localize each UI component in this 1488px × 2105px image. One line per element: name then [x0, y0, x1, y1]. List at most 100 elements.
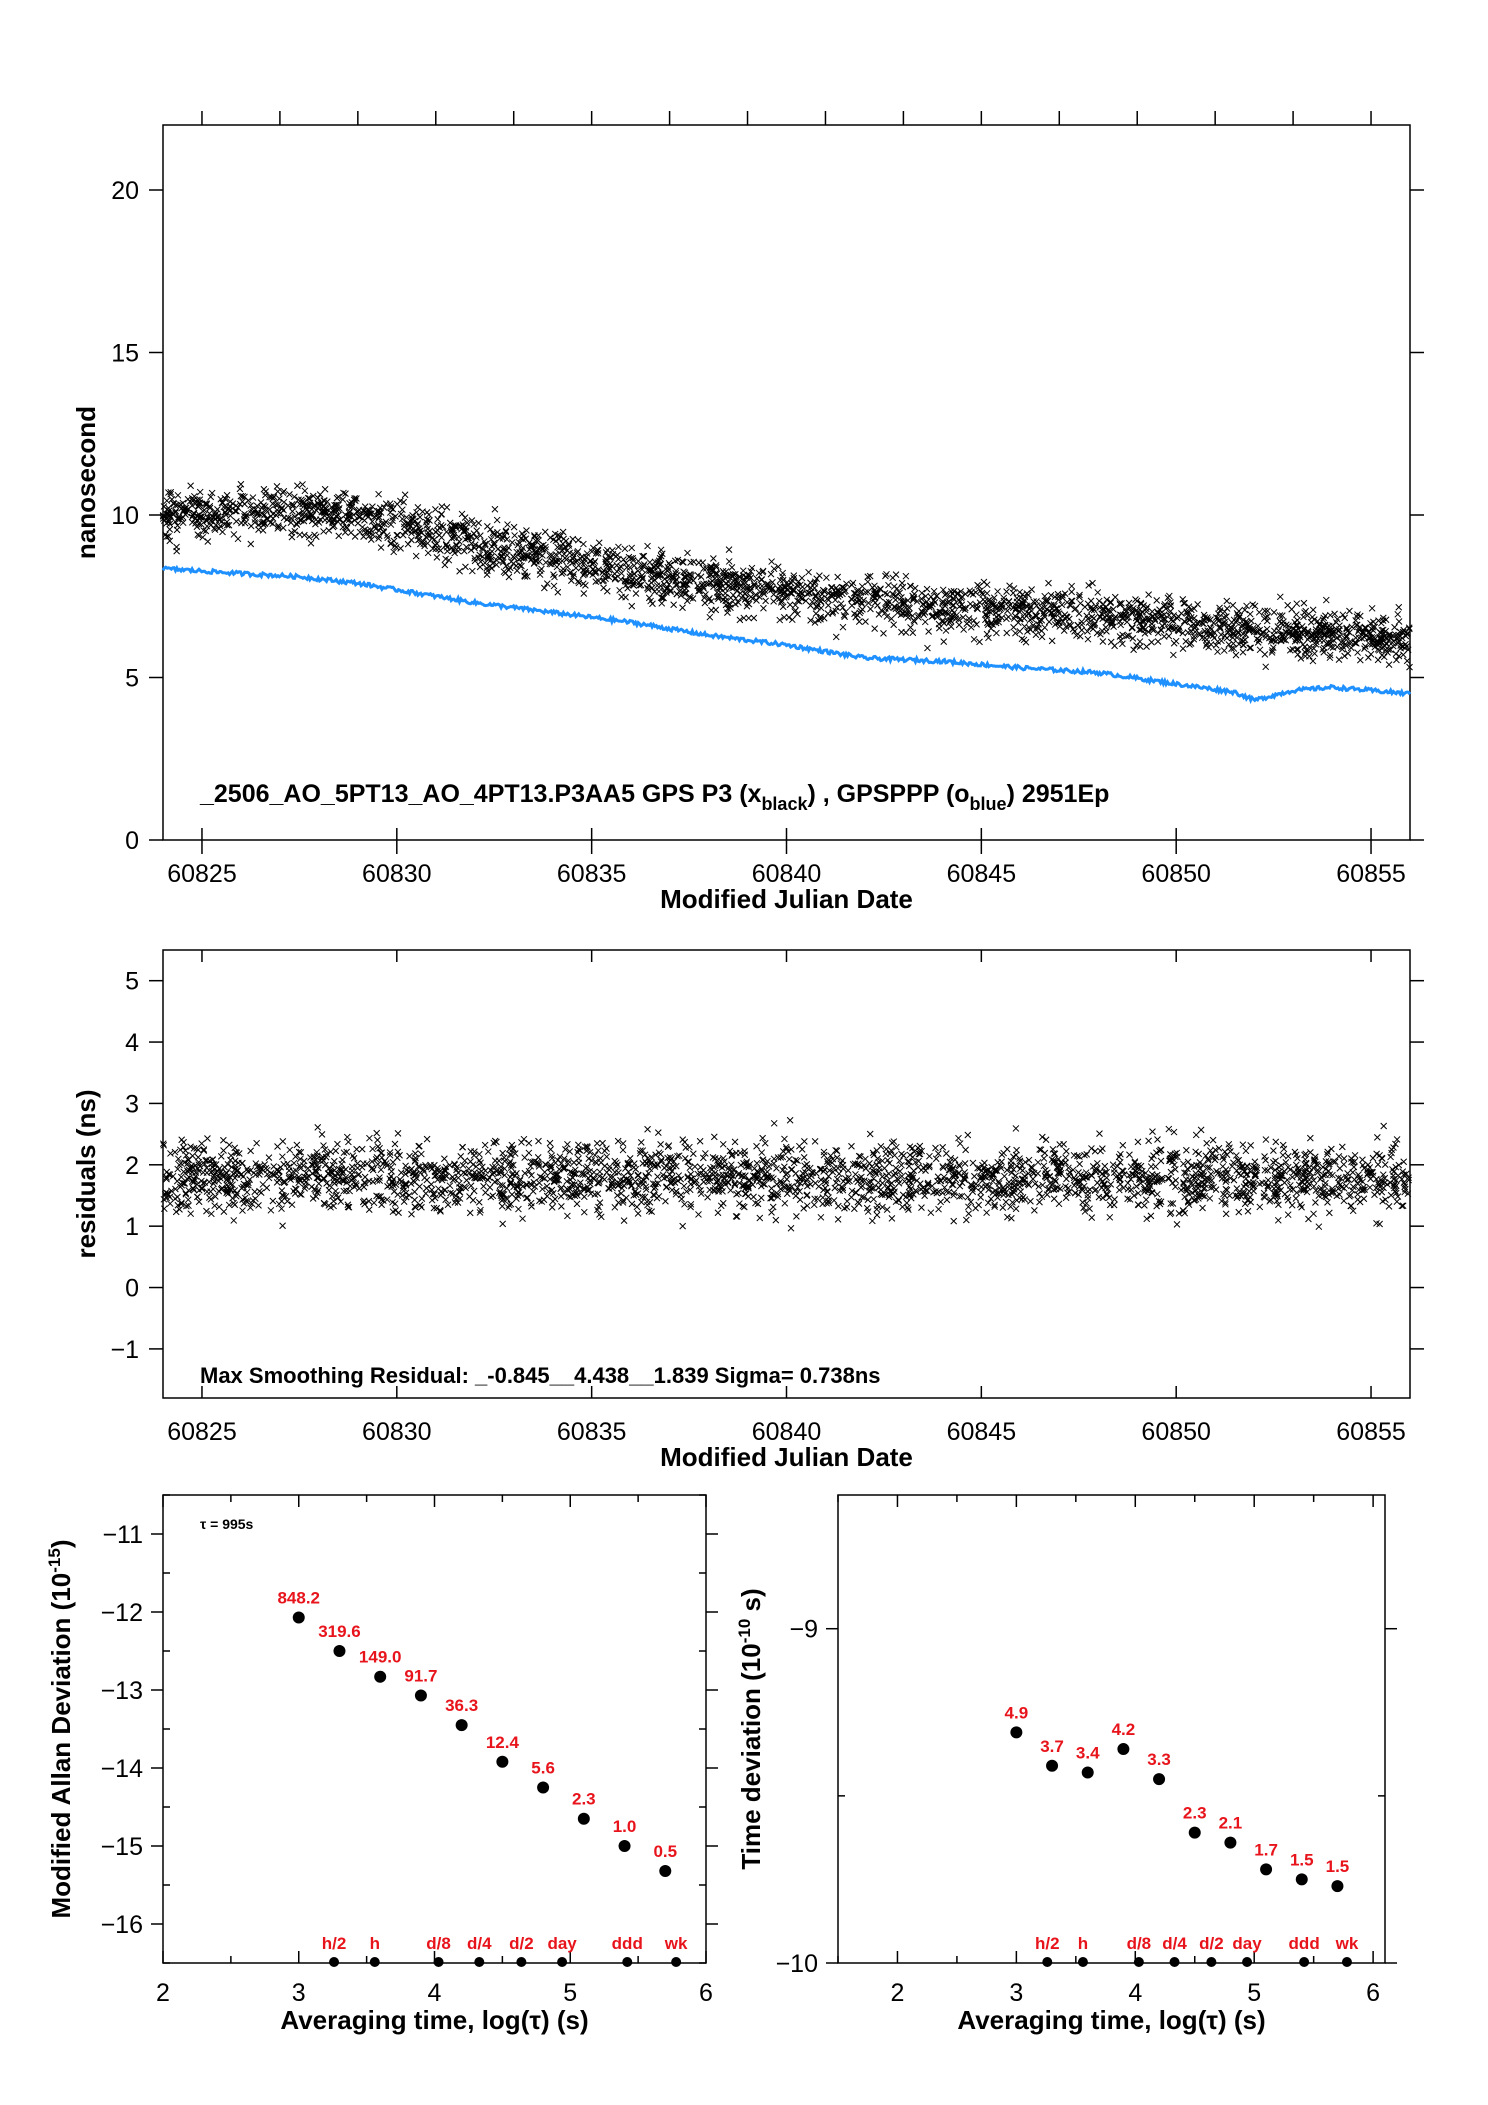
data-point-x: [302, 1179, 310, 1186]
data-point-x: [637, 1139, 645, 1146]
data-point-x: [674, 581, 681, 589]
data-point-x: [536, 1179, 543, 1187]
data-point-x: [172, 1208, 180, 1216]
data-point-x: [803, 1202, 811, 1210]
data-point-x: [1334, 615, 1341, 623]
data-point-x: [540, 584, 548, 592]
data-point-x: [538, 565, 545, 573]
data-point-x: [514, 1189, 522, 1196]
data-point-x: [1210, 634, 1218, 642]
data-point-x: [866, 1160, 873, 1167]
data-point-x: [1153, 597, 1161, 604]
data-point-x: [442, 555, 449, 563]
data-point-x: [511, 532, 518, 539]
data-point-x: [1179, 645, 1187, 652]
data-point-x: [553, 563, 561, 571]
data-point-x: [288, 1201, 296, 1209]
data-point-x: [878, 1173, 886, 1180]
data-point-x: [721, 585, 729, 593]
data-point-x: [332, 1147, 340, 1155]
data-point-x: [745, 614, 753, 622]
data-point-x: [620, 1217, 628, 1224]
x-tick-label: 60825: [167, 860, 237, 888]
data-point-x: [1071, 628, 1078, 635]
data-point-x: [1244, 1207, 1252, 1215]
data-point-x: [601, 1176, 608, 1183]
data-point-x: [624, 584, 631, 592]
data-point-x: [1373, 1133, 1381, 1141]
data-point-x: [316, 491, 324, 498]
data-point-x: [747, 593, 755, 601]
data-point-x: [1285, 622, 1292, 630]
data-point-x: [334, 511, 342, 519]
data-point-x: [1206, 1195, 1214, 1202]
data-point-x: [1294, 651, 1302, 658]
data-point-x: [1062, 1183, 1069, 1190]
data-point-x: [684, 1158, 692, 1166]
data-point-x: [1126, 1151, 1133, 1159]
data-point-x: [1067, 622, 1075, 629]
data-point-x: [163, 533, 170, 541]
data-point-x: [459, 1143, 466, 1151]
data-point-x: [969, 602, 976, 610]
data-point-x: [728, 563, 736, 571]
data-point-x: [548, 1204, 556, 1211]
data-point-x: [391, 1140, 399, 1148]
data-point-x: [1195, 1150, 1203, 1158]
data-point-x: [1336, 1164, 1344, 1172]
data-point-x: [868, 1217, 876, 1225]
data-point-x: [500, 1154, 508, 1161]
data-point-x: [1261, 651, 1269, 658]
data-point-x: [397, 544, 404, 552]
data-point-x: [1134, 1138, 1142, 1146]
data-point-x: [770, 565, 778, 573]
y-tick-label: 10: [111, 502, 139, 530]
data-point-x: [1199, 1204, 1206, 1212]
data-point-x: [1085, 582, 1093, 589]
data-point-x: [257, 1189, 265, 1196]
data-point-x: [552, 551, 560, 558]
data-point-x: [325, 1186, 333, 1194]
data-point-x: [699, 559, 707, 567]
data-point-x: [769, 1203, 777, 1211]
data-point-x: [618, 593, 625, 601]
data-point-x: [1319, 616, 1327, 624]
data-point-x: [617, 563, 625, 570]
data-point-x: [1099, 638, 1107, 645]
data-point-x: [1088, 1214, 1096, 1221]
x-tick-label: 60845: [947, 860, 1017, 888]
data-point-x: [274, 488, 282, 495]
data-point-x: [402, 1162, 409, 1170]
data-point-x: [1246, 644, 1254, 652]
data-point-x: [330, 1197, 337, 1205]
data-point-x: [560, 569, 567, 576]
data-point-x: [433, 554, 441, 561]
data-point-x: [265, 1154, 273, 1161]
data-point-x: [1033, 598, 1040, 605]
data-point-x: [811, 619, 819, 626]
data-point-x: [843, 1203, 851, 1211]
data-point-x: [798, 1146, 806, 1153]
data-point-x: [202, 527, 210, 535]
data-point-x: [654, 1129, 662, 1136]
data-point-x: [572, 564, 580, 572]
data-point-x: [184, 495, 192, 503]
data-point-x: [1352, 634, 1360, 642]
data-point-x: [757, 1194, 765, 1202]
data-point-x: [1152, 1163, 1159, 1170]
data-point-x: [270, 493, 278, 501]
data-point-x: [1173, 1221, 1181, 1228]
data-point-x: [1068, 597, 1075, 605]
data-point-x: [484, 1148, 492, 1155]
data-point-x: [269, 1197, 277, 1205]
data-point-x: [564, 563, 571, 571]
data-point-x: [1279, 1141, 1287, 1149]
data-point-x: [421, 1174, 428, 1182]
annotation-part2: ) , GPSPPP (o: [807, 780, 969, 808]
data-point-x: [1101, 1162, 1109, 1170]
data-point-x: [1078, 618, 1086, 626]
data-point-x: [905, 610, 913, 617]
data-point-x: [423, 522, 430, 529]
data-point-x: [815, 1183, 823, 1190]
data-point-x: [1117, 621, 1125, 629]
